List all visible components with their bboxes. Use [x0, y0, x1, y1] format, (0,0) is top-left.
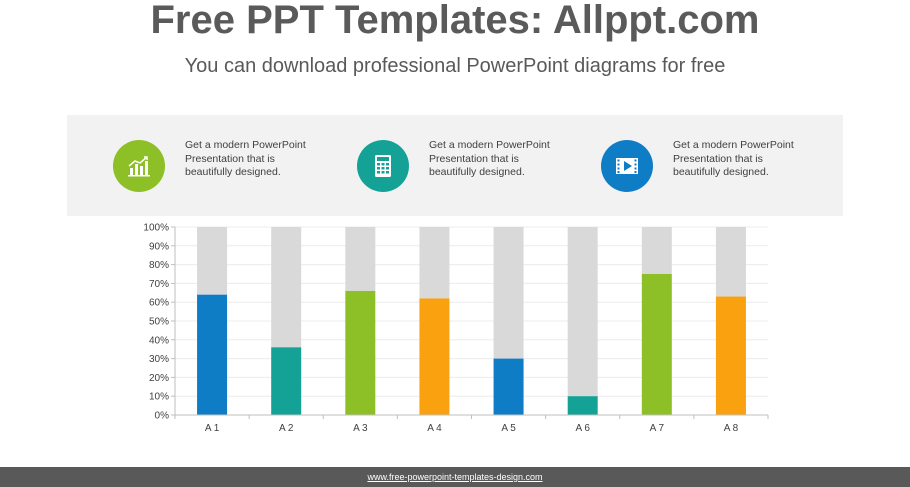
info-band: Get a modern PowerPoint Presentation tha… — [67, 115, 843, 216]
info-text-1: Get a modern PowerPoint Presentation tha… — [185, 139, 306, 178]
x-tick-label: A 8 — [724, 423, 739, 434]
bar-chart-icon — [128, 156, 150, 177]
info-circle-3 — [601, 140, 653, 192]
bar-remainder — [567, 227, 598, 397]
bar-value — [271, 347, 302, 415]
bar-remainder — [345, 227, 376, 291]
y-tick-label: 60% — [149, 298, 169, 309]
video-icon — [616, 158, 638, 174]
page-subtitle: You can download professional PowerPoint… — [184, 55, 726, 77]
bar-value — [567, 396, 598, 415]
info-text-2: Get a modern PowerPoint Presentation tha… — [429, 139, 550, 178]
bar-value — [493, 358, 524, 415]
y-tick-label: 90% — [149, 241, 169, 252]
calculator-icon — [375, 155, 391, 177]
bar-value — [345, 290, 376, 415]
bar-value — [641, 274, 672, 415]
bar-value — [419, 298, 450, 415]
info-text-3: Get a modern PowerPoint Presentation tha… — [673, 139, 794, 178]
bar-remainder — [197, 227, 228, 295]
bar-remainder — [715, 227, 746, 297]
y-tick-label: 70% — [149, 279, 169, 290]
bar-remainder — [641, 227, 672, 274]
y-tick-label: 40% — [149, 335, 169, 346]
info-circle-2 — [357, 140, 409, 192]
info-circle-1 — [113, 140, 165, 192]
y-tick-label: 30% — [149, 354, 169, 365]
chart-svg: 0% 10% 20% 30% 40% 50% 60% 70% 80% 90% 100% A 1 A 2 A… — [143, 223, 769, 434]
bar-value — [197, 294, 228, 415]
x-tick-label: A 2 — [279, 423, 294, 434]
y-tick-label: 0% — [155, 411, 170, 422]
y-tick-label: 20% — [149, 373, 169, 384]
x-tick-label: A 5 — [501, 423, 516, 434]
y-tick-label: 80% — [149, 260, 169, 271]
bar-remainder — [493, 227, 524, 359]
stacked-bar-chart: 0% 10% 20% 30% 40% 50% 60% 70% 80% 90% 100% A 1 A 2 A… — [130, 218, 780, 440]
x-tick-label: A 1 — [205, 423, 220, 434]
bar-remainder — [271, 227, 302, 348]
y-tick-label: 50% — [149, 317, 169, 328]
x-tick-label: A 4 — [427, 423, 442, 434]
x-tick-label: A 3 — [353, 423, 368, 434]
page-title: Free PPT Templates: Allppt.com — [150, 0, 760, 42]
y-tick-label: 10% — [149, 392, 169, 403]
y-tick-label: 100% — [143, 223, 169, 234]
x-tick-label: A 6 — [575, 423, 590, 434]
footer-bar: www.free-powerpoint-templates-design.com — [0, 467, 910, 487]
footer-link[interactable]: www.free-powerpoint-templates-design.com — [367, 472, 543, 482]
bar-remainder — [419, 227, 450, 299]
bar-value — [715, 296, 746, 415]
x-tick-label: A 7 — [650, 423, 665, 434]
